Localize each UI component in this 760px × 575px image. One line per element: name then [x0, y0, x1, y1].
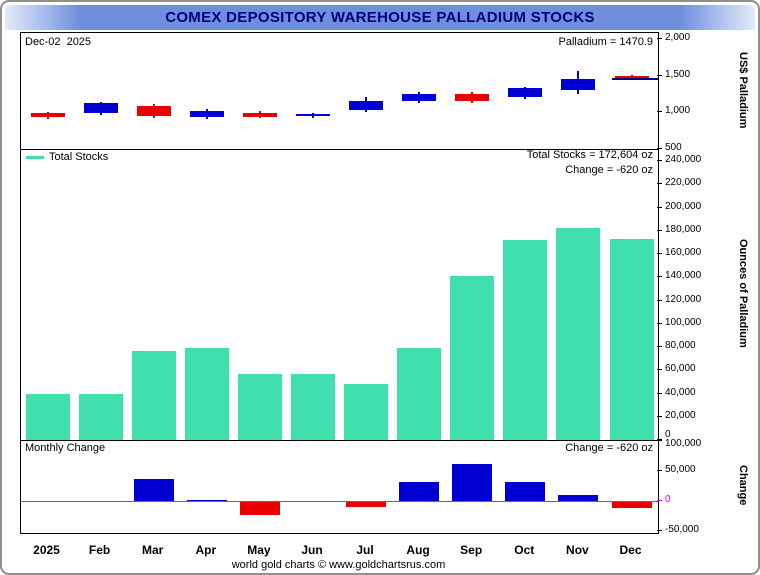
- axis-tick-label: 80,000: [665, 340, 696, 351]
- axis-tick-label: 0: [665, 494, 671, 505]
- title-bar: COMEX DEPOSITORY WAREHOUSE PALLADIUM STO…: [5, 5, 755, 30]
- total-stocks-bar: [397, 348, 442, 440]
- axis-tick-label: 50,000: [665, 464, 696, 475]
- total-stocks-bar: [503, 240, 548, 440]
- axis-tick-label: 500: [665, 142, 682, 153]
- x-axis-label: Nov: [566, 543, 589, 557]
- axis-tick-label: 40,000: [665, 386, 696, 398]
- total-stocks-bar: [344, 384, 388, 440]
- x-axis-label: Oct: [514, 543, 535, 557]
- monthly-change-bar: [346, 502, 386, 508]
- axis-tick-label: 60,000: [665, 363, 696, 375]
- footer-credit: world gold charts © www.goldchartsrus.co…: [231, 559, 446, 571]
- change-zero-line: [21, 501, 658, 502]
- candle-body: [296, 114, 330, 117]
- total-stocks-bar: [184, 348, 229, 440]
- axis-tick-label: 100,000: [665, 316, 702, 328]
- monthly-change-bar: [505, 482, 546, 501]
- monthly-change-bar: [558, 495, 599, 501]
- chart-title: COMEX DEPOSITORY WAREHOUSE PALLADIUM STO…: [165, 9, 595, 26]
- candle-body: [614, 75, 649, 78]
- axis-tick-label: 1,500: [665, 68, 691, 80]
- axis-tick-label: 2,000: [665, 32, 691, 43]
- total-stocks-bar: [237, 373, 282, 440]
- monthly-change-bar: [399, 482, 440, 501]
- total-stocks-bar: [78, 393, 123, 440]
- monthly-change-bar: [133, 478, 174, 501]
- x-axis-label: Apr: [195, 543, 217, 557]
- stocks-axis-title: Ounces of Palladium: [737, 239, 749, 348]
- monthly-change-bar: [611, 502, 652, 508]
- axis-tick-label: 240,000: [665, 154, 702, 165]
- panel-divider: [21, 149, 658, 150]
- x-axis-label: Aug: [406, 543, 430, 557]
- candle-body: [136, 105, 171, 116]
- x-axis-label: Mar: [142, 543, 164, 557]
- candle-body: [455, 94, 490, 101]
- panel-divider: [21, 440, 658, 441]
- total-stocks-bar: [450, 276, 495, 440]
- axis-tick-label: -50,000: [665, 524, 699, 535]
- x-axis-label: Feb: [88, 543, 111, 557]
- candle-body: [561, 78, 596, 91]
- price-axis-title: US$ Palladium: [737, 51, 749, 129]
- axis-tick-label: 220,000: [665, 177, 702, 189]
- x-axis-label: May: [247, 543, 271, 557]
- candle-body: [189, 110, 224, 118]
- monthly-change-bar: [239, 502, 280, 516]
- axis-tick-label: 120,000: [665, 293, 702, 305]
- monthly-change-bar: [452, 463, 493, 501]
- total-stocks-bar: [25, 393, 70, 440]
- change-axis-title: Change: [737, 465, 749, 506]
- x-axis-label: Jun: [301, 543, 323, 557]
- x-axis-label: Sep: [460, 543, 483, 557]
- axis-tick-label: 180,000: [665, 223, 702, 235]
- candle-body: [508, 88, 543, 98]
- axis-tick-label: 20,000: [665, 409, 696, 421]
- axis-tick-label: 160,000: [665, 247, 702, 258]
- candle-body: [402, 94, 437, 102]
- axis-tick-label: 0: [665, 429, 671, 440]
- candle-body: [242, 112, 277, 117]
- axis-tick-label: 100,000: [665, 438, 702, 449]
- candle-body: [30, 113, 65, 118]
- axis-tick-label: 140,000: [665, 270, 702, 282]
- axis-tick-label: 1,000: [665, 105, 691, 117]
- monthly-change-bar: [186, 499, 227, 501]
- x-axis-label: Dec: [619, 543, 642, 557]
- total-stocks-bar: [131, 350, 176, 440]
- current-price-line: [611, 77, 658, 80]
- plot-area: [20, 32, 659, 534]
- axis-tick-label: 200,000: [665, 200, 702, 212]
- candle-body: [349, 100, 383, 111]
- x-axis-label: Jul: [356, 543, 374, 557]
- total-stocks-bar: [291, 373, 335, 440]
- total-stocks-bar: [609, 239, 654, 440]
- x-axis-label: 2025: [33, 543, 60, 557]
- candle-body: [83, 103, 118, 113]
- total-stocks-bar: [556, 228, 601, 440]
